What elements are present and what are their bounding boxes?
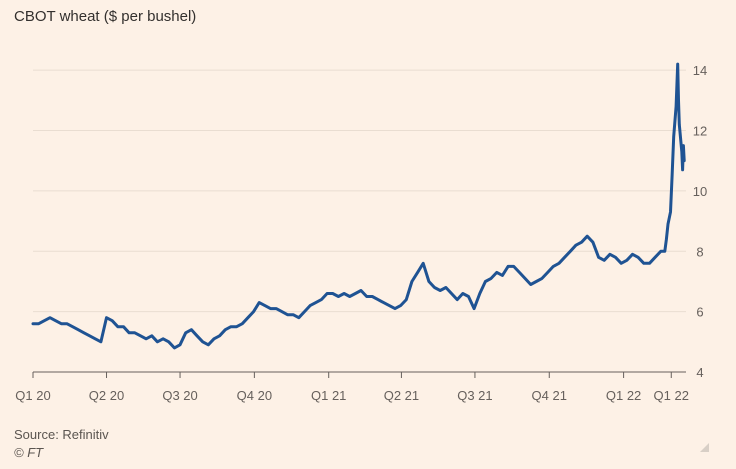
- x-tick-label: Q2 20: [89, 388, 124, 403]
- y-axis-ticks: 4 6 8 10 12 14: [693, 63, 707, 380]
- x-tick-label: Q3 20: [162, 388, 197, 403]
- y-tick-label: 14: [693, 63, 707, 78]
- x-tick-label: Q1 22: [606, 388, 641, 403]
- y-tick-label: 4: [696, 365, 703, 380]
- y-tick-label: 10: [693, 184, 707, 199]
- wheat-price-line: [31, 62, 686, 350]
- chart-title: CBOT wheat ($ per bushel): [14, 8, 197, 25]
- x-tick-label: Q1 21: [311, 388, 346, 403]
- grid-lines: [33, 69, 686, 313]
- x-tick-label: Q4 21: [532, 388, 567, 403]
- x-tick-label: Q1 22: [654, 388, 689, 403]
- source-note: Source: Refinitiv: [14, 427, 109, 442]
- y-tick-label: 6: [696, 305, 703, 320]
- resize-corner-icon: [700, 443, 709, 452]
- y-tick-label: 12: [693, 124, 707, 139]
- series-layer: [31, 62, 686, 350]
- line-chart: 4 6 8 10 12 14 Q1 20 Q2 20 Q3 20 Q4 20 Q1 21 Q2 21…: [15, 62, 707, 403]
- x-tick-label: Q4 20: [237, 388, 272, 403]
- x-axis: Q1 20 Q2 20 Q3 20 Q4 20 Q1 21 Q2 21 Q3 21 Q4 21…: [15, 371, 689, 403]
- x-tick-label: Q2 21: [384, 388, 419, 403]
- ft-credit: © FT: [14, 445, 44, 460]
- x-tick-label: Q3 21: [457, 388, 492, 403]
- y-tick-label: 8: [696, 244, 703, 259]
- x-tick-label: Q1 20: [15, 388, 50, 403]
